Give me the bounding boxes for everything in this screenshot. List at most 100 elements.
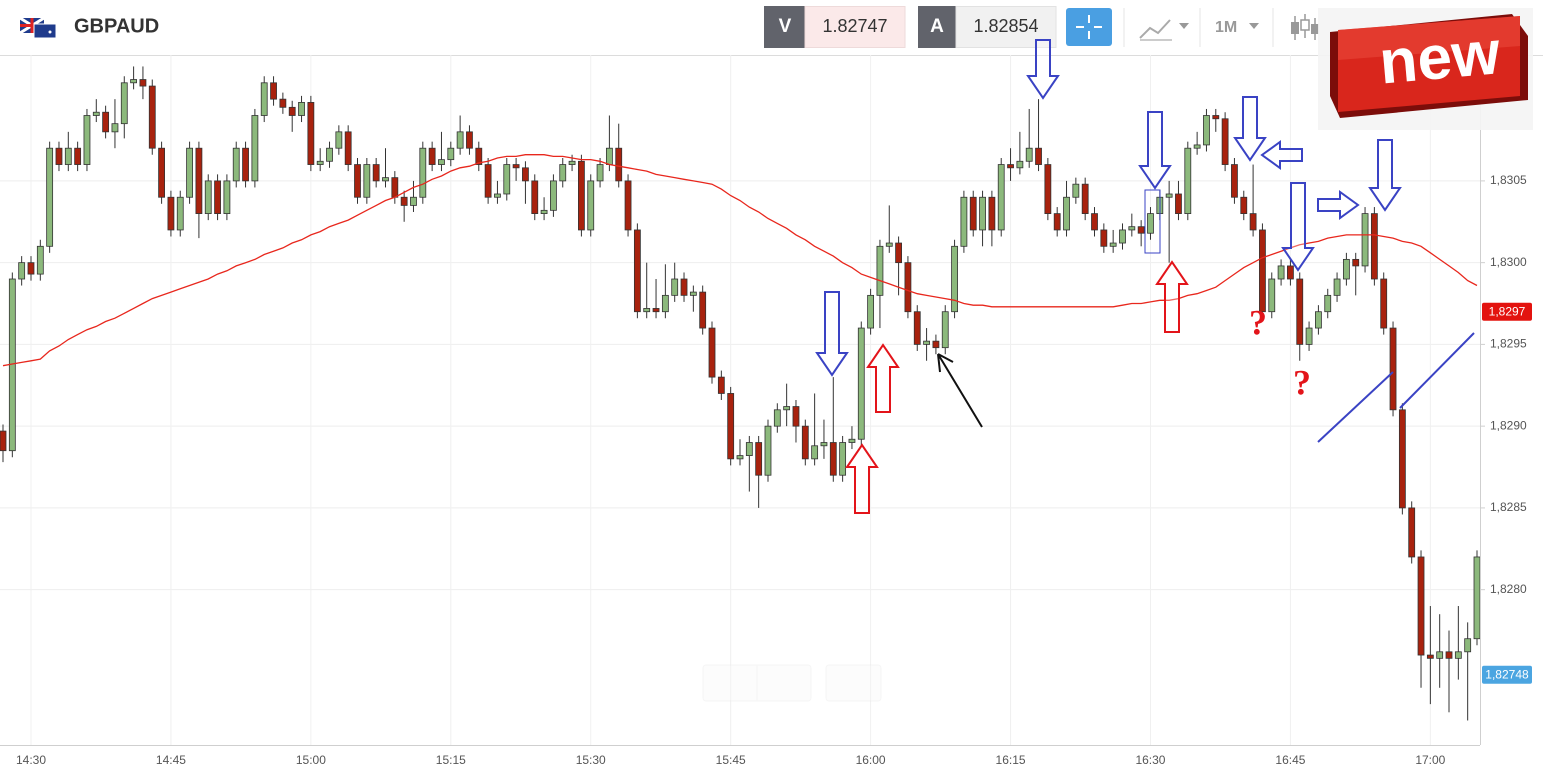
chart-type-button[interactable] — [1139, 19, 1189, 41]
x-tick-label: 16:00 — [856, 753, 886, 767]
arrow — [1138, 111, 1172, 190]
range-buttons[interactable] — [702, 664, 882, 702]
candle-body — [615, 147, 623, 182]
sell-button[interactable]: V 1.82747 — [764, 6, 906, 48]
candle-body — [120, 82, 128, 125]
candle-body — [391, 177, 399, 198]
timeframe[interactable]: 1M — [1215, 19, 1237, 36]
arrow — [1317, 190, 1360, 220]
candle-body — [531, 180, 539, 215]
candle-body — [1240, 196, 1248, 215]
candle-body — [1147, 213, 1154, 234]
candle-body — [820, 442, 828, 447]
sell-price[interactable]: 1.82747 — [822, 16, 887, 36]
candle-body — [904, 262, 912, 313]
candle-body — [1165, 193, 1173, 198]
candle-body — [130, 79, 138, 84]
arrow — [866, 343, 900, 413]
candle-body — [811, 445, 819, 460]
x-tick-label: 15:00 — [296, 753, 326, 767]
crosshair-button[interactable] — [1066, 8, 1112, 46]
candle-body — [829, 442, 837, 476]
candle-body — [1025, 147, 1033, 162]
candle-body — [997, 164, 1005, 231]
candle-body — [307, 102, 315, 165]
candle-body — [885, 242, 893, 247]
candle-icon[interactable] — [1291, 14, 1319, 40]
buy-button[interactable]: A 1.82854 — [918, 6, 1057, 48]
candle-body — [447, 147, 455, 161]
candle-body — [755, 442, 763, 476]
candle-body — [503, 164, 511, 195]
candle-body — [745, 442, 753, 456]
candle-body — [1212, 115, 1220, 120]
timeframe-button[interactable]: 1M — [1215, 19, 1259, 36]
arrow — [1233, 96, 1267, 162]
y-tick-label: 1,8290 — [1490, 418, 1527, 432]
buy-price[interactable]: 1.82854 — [973, 16, 1038, 36]
candle-body — [92, 111, 100, 116]
candle-body — [876, 245, 884, 296]
moving-average — [2, 154, 1478, 367]
candle-body — [839, 442, 847, 476]
candle-body — [1333, 278, 1341, 296]
candle-body — [494, 193, 501, 198]
candle-body — [176, 196, 184, 231]
candle-body — [1315, 311, 1322, 329]
candle-body — [848, 438, 856, 443]
candle-body — [941, 311, 949, 349]
candle-body — [587, 180, 595, 231]
candle-body — [1184, 147, 1192, 215]
candle-body — [1081, 183, 1089, 215]
candle-body — [335, 131, 343, 149]
candle-body — [988, 196, 996, 231]
candle-body — [74, 147, 82, 165]
arrow — [1281, 182, 1315, 272]
annotations: ?? — [815, 39, 1475, 514]
candle-body — [1221, 118, 1229, 165]
candle-body — [1128, 226, 1136, 231]
candle-body — [83, 115, 91, 165]
candle-body — [736, 455, 744, 460]
candle-body — [1100, 229, 1108, 247]
candle-body — [148, 85, 156, 149]
candle-body — [857, 327, 865, 440]
candle-body — [624, 180, 632, 231]
candle-body — [1352, 258, 1360, 267]
candle-body — [764, 425, 772, 476]
candle-body — [475, 147, 483, 165]
buy-label[interactable]: A — [930, 16, 944, 37]
arrow — [937, 353, 983, 428]
candle-body — [1175, 193, 1182, 215]
candle-body — [55, 147, 63, 165]
candle-body — [64, 147, 72, 165]
candle-body — [1007, 164, 1014, 169]
sell-label[interactable]: V — [779, 16, 792, 37]
candle-body — [559, 164, 567, 182]
candle-body — [895, 242, 902, 264]
candle-body — [456, 131, 464, 149]
candle-body — [717, 376, 725, 394]
arrow — [845, 443, 879, 514]
candle-body — [232, 147, 240, 182]
candle-body — [1454, 651, 1462, 659]
candle-body — [186, 147, 193, 198]
candle-body — [1398, 409, 1406, 509]
x-tick-label: 16:15 — [996, 753, 1026, 767]
candle-body — [0, 430, 7, 452]
candle-body — [932, 340, 940, 349]
x-tick-label: 15:45 — [716, 753, 746, 767]
candle-body — [568, 160, 576, 165]
candle-body — [913, 311, 921, 345]
candle-body — [596, 164, 604, 182]
candle-body — [951, 245, 958, 313]
candle-body — [1203, 115, 1210, 146]
candle-body — [1249, 213, 1257, 231]
candle-body — [1063, 196, 1070, 231]
candle-body — [1231, 164, 1238, 198]
price-tag-label: 1,82748 — [1485, 667, 1529, 681]
candle-body — [167, 196, 175, 231]
candle-body — [960, 196, 968, 247]
highlight-box — [1144, 189, 1161, 254]
